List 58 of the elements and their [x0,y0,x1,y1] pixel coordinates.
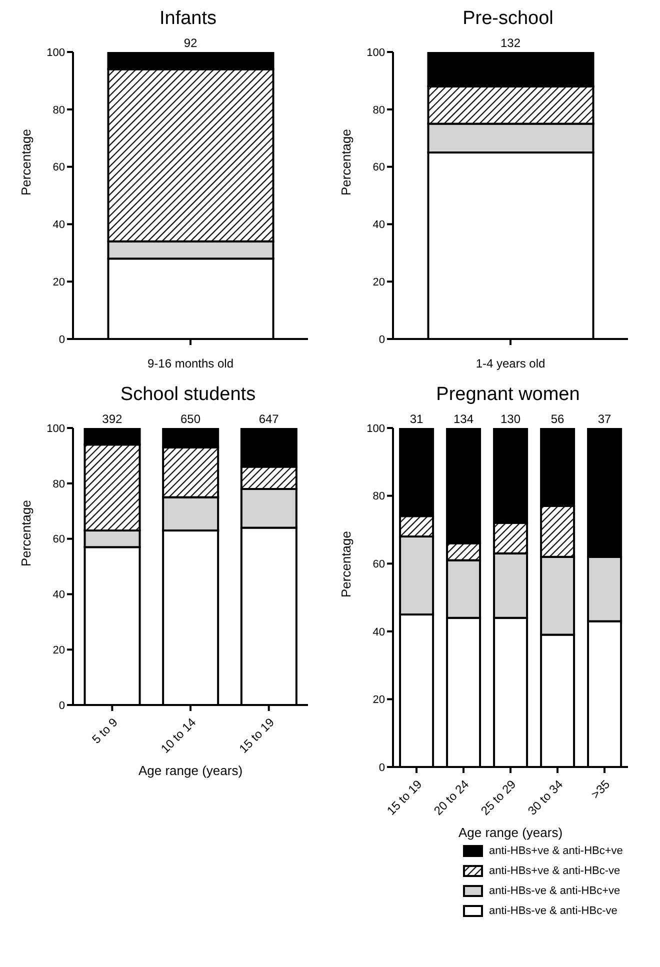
y-tick-label: 20 [52,644,65,657]
chart-title: Pre-school [462,8,554,31]
x-tick-label: 5 to 9 [89,715,121,746]
chart-title: School students [119,384,257,407]
x-tick-label: 20 to 24 [431,777,472,818]
y-tick-label: 0 [378,334,385,346]
x-tick-label: 15 to 19 [384,777,425,818]
x-tick-label: 9-16 months old [147,356,234,371]
x-tick-label: 15 to 19 [236,715,278,756]
y-tick-label: 80 [372,104,385,116]
y-tick-label: 0 [378,762,385,774]
y-tick-label: 40 [372,219,385,232]
y-tick-label: 0 [58,334,65,346]
annotation: 130 [500,412,521,426]
x-tick-label: 1-4 years old [476,356,546,371]
y-tick-label: 60 [52,162,65,174]
y-tick-label: 100 [366,46,385,59]
y-axis-title: Percentage [338,129,354,196]
y-tick-label: 80 [52,478,65,490]
y-axis-title: Percentage [18,129,34,196]
legend-label: anti-HBs+ve & anti-HBc+ve [489,845,623,857]
y-tick-label: 40 [372,626,385,638]
legend-label: anti-HBs+ve & anti-HBc-ve [489,865,620,877]
annotation: 392 [102,412,122,426]
y-tick-label: 20 [372,276,385,289]
y-tick-label: 80 [372,490,385,503]
y-axis-title: Percentage [338,531,354,598]
y-tick-label: 60 [372,558,385,571]
y-tick-label: 40 [52,589,65,602]
annotation: 134 [453,412,474,426]
annotation: 132 [500,36,521,50]
y-tick-label: 60 [52,534,65,546]
annotation: 37 [598,412,612,426]
x-axis-title: Age range (years) [458,825,563,840]
annotation: 647 [258,412,280,426]
y-tick-label: 80 [52,104,65,116]
y-tick-label: 0 [58,700,65,712]
annotation: 650 [180,412,201,426]
y-tick-label: 60 [372,162,385,174]
y-tick-label: 100 [46,422,65,435]
y-tick-label: 100 [46,46,65,59]
chart-title: Pregnant women [435,384,581,407]
annotation: 92 [184,36,198,50]
y-axis-title: Percentage [18,500,34,566]
chart-title: Infants [158,8,218,31]
annotation: 56 [550,412,564,426]
x-tick-label: 25 to 29 [478,777,519,818]
x-tick-label: 30 to 34 [525,777,566,818]
x-axis-title: Age range (years) [138,763,243,778]
x-tick-label: >35 [588,777,613,802]
y-tick-label: 20 [372,694,385,706]
x-tick-label: 10 to 14 [158,715,199,756]
y-tick-label: 20 [52,276,65,289]
annotation: 31 [410,412,424,426]
y-tick-label: 100 [366,422,385,435]
y-tick-label: 40 [52,219,65,232]
legend-label: anti-HBs-ve & anti-HBc-ve [489,905,618,917]
legend-label: anti-HBs-ve & anti-HBc+ve [489,885,620,897]
